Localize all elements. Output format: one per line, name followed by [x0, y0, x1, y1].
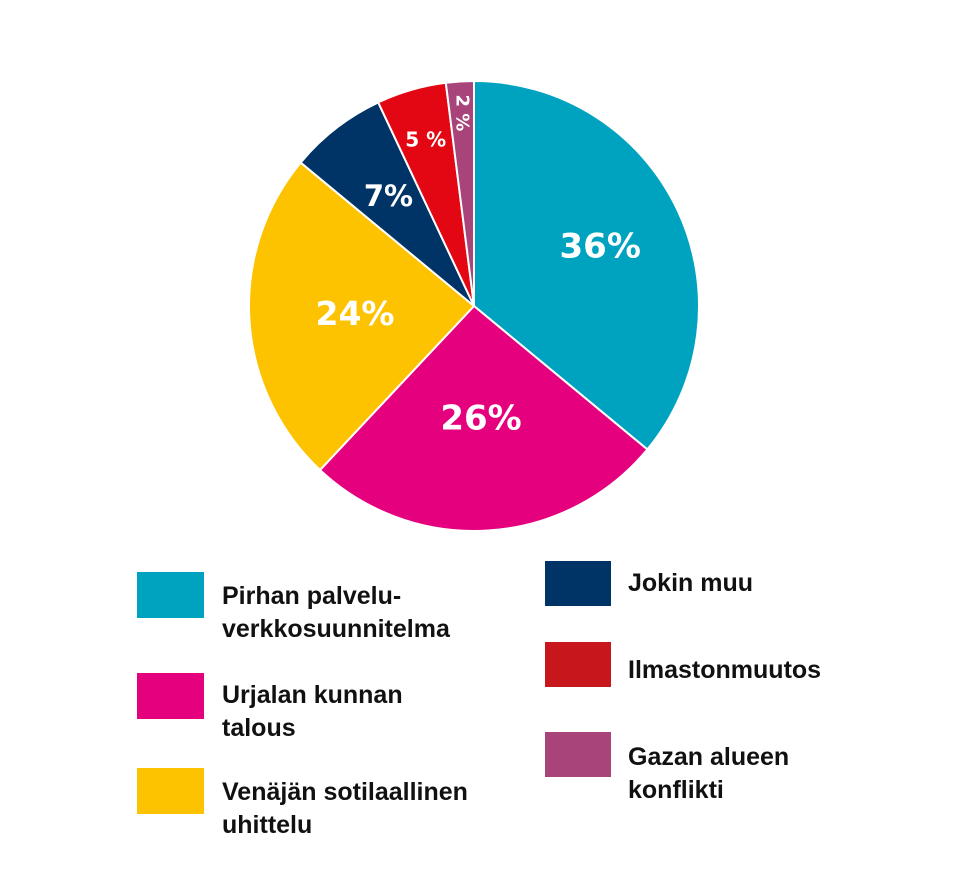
legend-swatch-gaza: [545, 732, 611, 777]
slice-label-5: 2 %: [451, 94, 472, 131]
legend-swatch-venaja: [137, 768, 204, 814]
pie-slice-1: [318, 304, 649, 532]
slice-label-3: 7%: [364, 179, 413, 213]
legend-item-urjala: Urjalan kunnan talous: [137, 673, 403, 745]
legend-swatch-ilmastonmuutos: [545, 642, 611, 687]
legend-label-line: Gazan alueen: [628, 743, 790, 771]
pie-chart: 36% 26% 24% 7% 5 %2 %: [248, 79, 700, 532]
legend-swatch-pirha: [137, 572, 204, 618]
pie-slice-2: [248, 161, 476, 472]
legend-label-line: Urjalan kunnan: [222, 681, 403, 709]
slice-label-1: 26%: [440, 398, 521, 438]
legend-label-line: Pirhan palvelu-: [222, 582, 402, 610]
legend-item-ilmastonmuutos: Ilmastonmuutos: [545, 642, 821, 687]
legend-swatch-urjala: [137, 673, 204, 719]
legend-label-line: Venäjän sotilaallinen: [222, 778, 468, 806]
legend-label-line: verkkosuunnitelma: [222, 615, 450, 643]
legend-item-pirha: Pirhan palvelu- verkkosuunnitelma: [137, 572, 450, 646]
slice-label-2: 24%: [315, 294, 394, 333]
legend-label-line: talous: [222, 714, 296, 742]
pie-slice-0: [473, 79, 700, 451]
legend-label-line: Jokin muu: [628, 569, 754, 597]
pie-slice-5: [444, 79, 475, 307]
legend-item-venaja: Venäjän sotilaallinen uhittelu: [137, 768, 468, 842]
slice-label-0: 36%: [560, 227, 641, 267]
legend-item-jokin-muu: Jokin muu: [545, 561, 753, 606]
legend-item-gaza: Gazan alueen konflikti: [545, 732, 789, 807]
legend-swatch-jokin-muu: [545, 561, 611, 606]
legend-label-line: konflikti: [628, 776, 724, 804]
legend-label-line: Ilmastonmuutos: [628, 656, 822, 684]
legend-label-line: uhittelu: [222, 811, 313, 839]
slice-label-4: 5 %: [405, 128, 446, 152]
